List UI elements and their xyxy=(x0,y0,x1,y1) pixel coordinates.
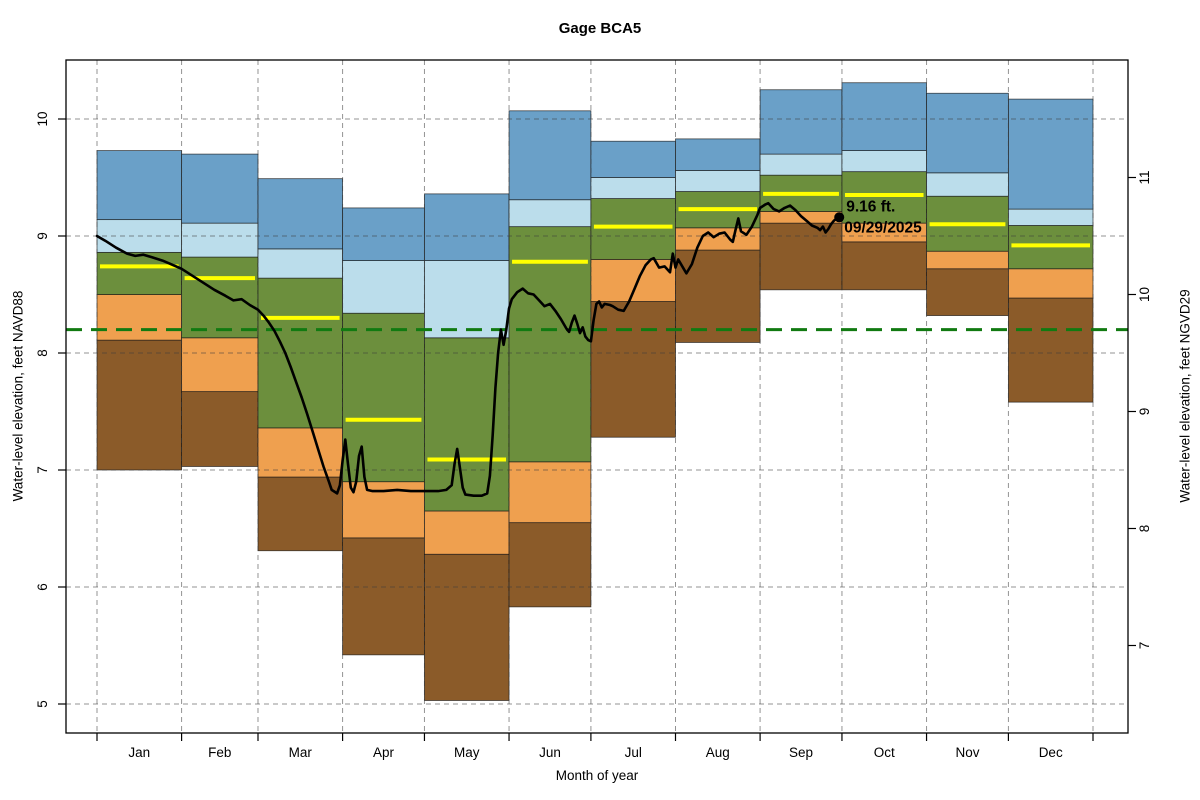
x-axis-month-label: Apr xyxy=(373,745,395,760)
x-axis-month-label: Jun xyxy=(539,745,561,760)
percentile-band-p75_to_p90 xyxy=(1008,208,1094,226)
percentile-band-min_to_p10 xyxy=(1008,297,1094,403)
percentile-band-min_to_p10 xyxy=(181,391,259,467)
percentile-band-min_to_p10 xyxy=(508,522,592,608)
percentile-band-min_to_p10 xyxy=(342,537,425,656)
percentile-band-p90_to_max xyxy=(675,138,761,171)
y-left-tick-label: 6 xyxy=(35,583,50,591)
percentile-band-p75_to_p90 xyxy=(181,222,259,258)
percentile-band-p90_to_max xyxy=(841,82,927,151)
x-axis-month-label: Oct xyxy=(874,745,895,760)
y-right-tick-label: 7 xyxy=(1137,642,1152,650)
y-right-tick-label: 11 xyxy=(1137,170,1152,184)
percentile-band-p25_to_p75 xyxy=(590,198,676,260)
y-left-tick-label: 7 xyxy=(35,466,50,474)
x-axis-month-label: Mar xyxy=(289,745,313,760)
x-axis-month-label: Jul xyxy=(625,745,642,760)
x-axis-title: Month of year xyxy=(555,768,639,783)
y-right-tick-label: 10 xyxy=(1137,287,1152,302)
percentile-band-p10_to_p25 xyxy=(424,510,510,555)
y-left-tick-label: 8 xyxy=(35,349,50,357)
percentile-band-min_to_p10 xyxy=(424,553,510,701)
x-axis-month-label: Jan xyxy=(128,745,150,760)
y-left-tick-label: 5 xyxy=(35,700,50,708)
observed-water-level-line xyxy=(95,201,841,498)
percentile-band-min_to_p10 xyxy=(590,301,676,438)
percentile-band-p90_to_max xyxy=(590,140,676,178)
percentile-band-p90_to_max xyxy=(759,89,843,155)
percentile-band-p75_to_p90 xyxy=(759,153,843,176)
percentile-band-p75_to_p90 xyxy=(675,170,761,192)
percentile-band-min_to_p10 xyxy=(841,241,927,291)
annotation-value-label: 9.16 ft. xyxy=(846,198,895,215)
y-right-tick-label: 9 xyxy=(1137,408,1152,416)
y-left-tick-label: 9 xyxy=(35,232,50,240)
percentile-band-p90_to_max xyxy=(96,150,182,221)
percentile-band-p10_to_p25 xyxy=(181,337,259,393)
percentile-band-p90_to_max xyxy=(181,153,259,224)
percentile-band-min_to_p10 xyxy=(759,222,843,291)
percentile-band-p90_to_max xyxy=(424,193,510,261)
percentile-band-p75_to_p90 xyxy=(926,172,1009,197)
percentile-band-p75_to_p90 xyxy=(424,260,510,339)
percentile-band-p90_to_max xyxy=(257,178,343,250)
percentile-band-p25_to_p75 xyxy=(181,256,259,339)
percentile-band-p90_to_max xyxy=(508,110,592,201)
percentile-band-p25_to_p75 xyxy=(342,312,425,483)
percentile-band-p10_to_p25 xyxy=(1008,268,1094,299)
percentile-band-p25_to_p75 xyxy=(841,171,927,224)
latest-value-dot xyxy=(834,212,845,223)
percentile-band-p75_to_p90 xyxy=(590,177,676,199)
percentile-band-p90_to_max xyxy=(342,207,425,261)
percentile-band-p90_to_max xyxy=(1008,98,1094,210)
x-axis-month-label: Nov xyxy=(955,745,979,760)
plot-border xyxy=(65,59,1129,734)
percentile-band-min_to_p10 xyxy=(96,339,182,471)
x-axis-month-label: Dec xyxy=(1039,745,1063,760)
annotation-date-label: 09/29/2025 xyxy=(844,219,922,236)
percentile-band-p25_to_p75 xyxy=(96,251,182,295)
y-left-tick-label: 10 xyxy=(35,111,50,126)
percentile-band-p90_to_max xyxy=(926,92,1009,174)
percentile-band-p75_to_p90 xyxy=(342,260,425,314)
percentile-band-p10_to_p25 xyxy=(926,250,1009,270)
percentile-band-p10_to_p25 xyxy=(508,461,592,524)
percentile-band-p25_to_p75 xyxy=(424,337,510,512)
chart-title: Gage BCA5 xyxy=(558,20,642,37)
x-axis-month-label: Sep xyxy=(789,745,813,760)
y-right-tick-label: 8 xyxy=(1137,525,1152,533)
percentile-band-p75_to_p90 xyxy=(257,248,343,279)
x-axis-month-label: Feb xyxy=(208,745,231,760)
percentile-band-p75_to_p90 xyxy=(508,199,592,228)
x-axis-month-label: May xyxy=(454,745,480,760)
percentile-band-p10_to_p25 xyxy=(96,294,182,341)
x-axis-month-label: Aug xyxy=(706,745,730,760)
percentile-band-min_to_p10 xyxy=(926,268,1009,316)
percentile-band-p75_to_p90 xyxy=(841,150,927,173)
